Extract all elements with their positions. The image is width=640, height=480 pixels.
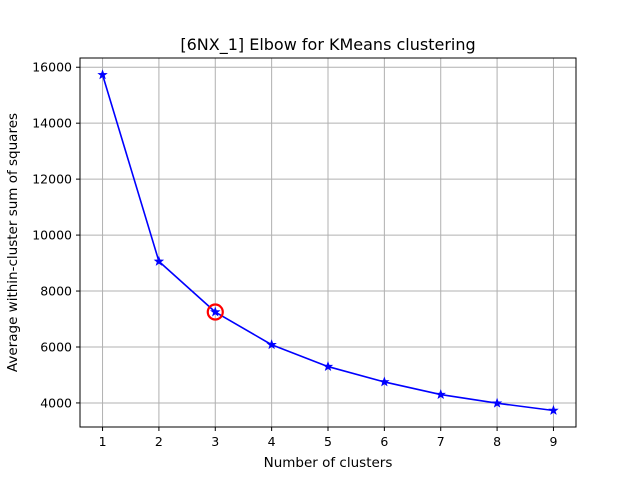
x-tick-label: 3 xyxy=(211,434,219,449)
x-axis-label: Number of clusters xyxy=(264,455,393,471)
data-point-star xyxy=(435,389,446,399)
x-tick-label: 7 xyxy=(437,434,445,449)
y-tick-label: 14000 xyxy=(32,116,72,131)
chart-title: [6NX_1] Elbow for KMeans clustering xyxy=(180,35,475,55)
x-tick-label: 4 xyxy=(268,434,276,449)
series xyxy=(97,69,559,415)
grid xyxy=(80,58,576,427)
data-point-star xyxy=(548,405,559,415)
data-point-star xyxy=(266,339,277,350)
y-tick-label: 8000 xyxy=(40,284,72,299)
y-tick-label: 6000 xyxy=(40,339,72,354)
x-tick-label: 8 xyxy=(493,434,501,449)
y-tick-label: 4000 xyxy=(40,395,72,410)
data-point-star xyxy=(210,306,221,317)
data-point-star xyxy=(379,376,390,387)
x-tick-label: 2 xyxy=(155,434,163,449)
x-tick-label: 1 xyxy=(99,434,107,449)
x-tick-label: 5 xyxy=(324,434,332,449)
y-tick-label: 12000 xyxy=(32,172,72,187)
data-point-star xyxy=(97,69,108,80)
y-tick-label: 16000 xyxy=(32,60,72,75)
y-axis-label: Average within-cluster sum of squares xyxy=(5,113,21,372)
elbow-highlight-circle xyxy=(206,303,224,321)
data-point-star xyxy=(153,255,165,266)
x-tick-label: 9 xyxy=(549,434,557,449)
axis-ticks: 1 2 3 4 5 6 7 8 9 4000 6000 8000 10000 12000 14000 1600… xyxy=(32,60,557,449)
x-tick-label: 6 xyxy=(380,434,388,449)
data-point-star xyxy=(322,361,334,371)
y-tick-label: 10000 xyxy=(32,228,72,243)
axes-frame xyxy=(79,57,577,428)
data-point-star xyxy=(491,397,503,408)
